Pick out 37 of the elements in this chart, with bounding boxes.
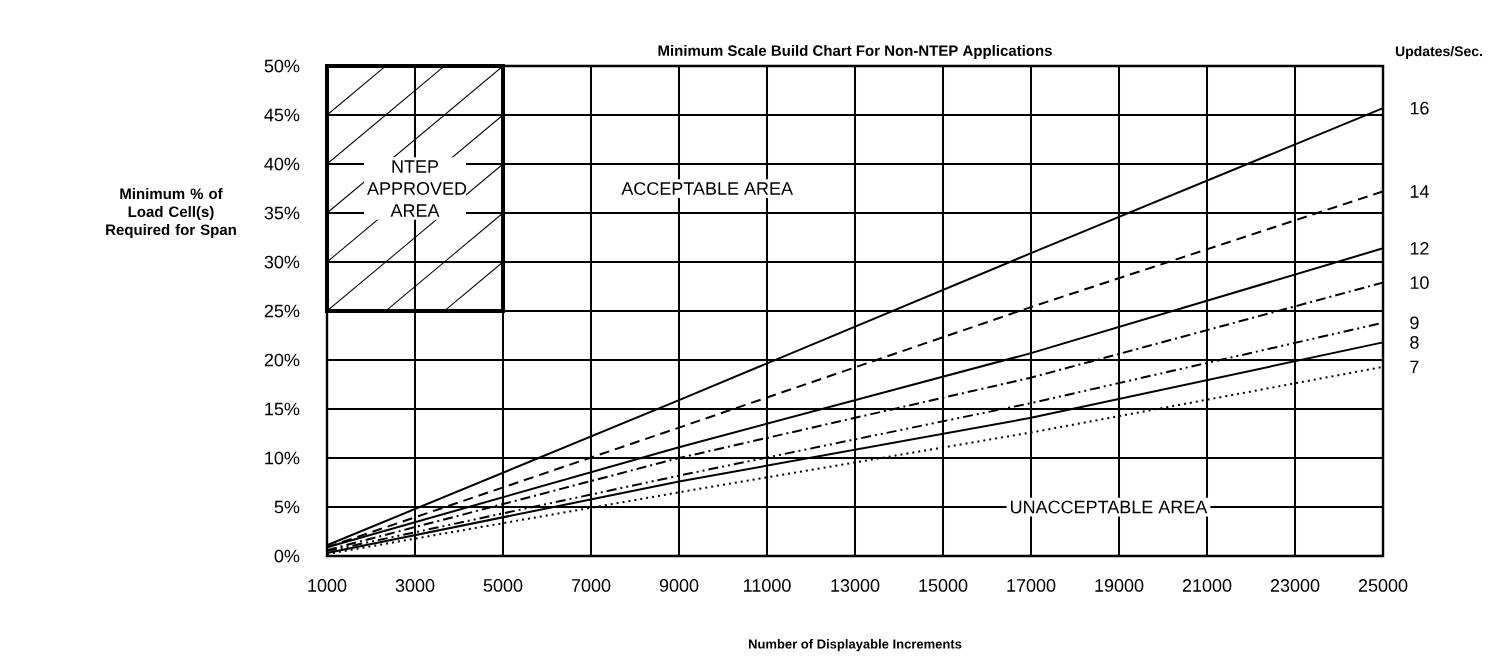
y-tick-label: 30% (264, 255, 300, 269)
y-tick-label: 40% (264, 157, 300, 171)
x-axis-title: Number of Displayable Increments (748, 639, 962, 652)
series-label: 8 (1410, 336, 1419, 349)
y-tick-label: 0% (274, 549, 300, 563)
x-tick-label: 11000 (744, 579, 791, 592)
x-tick-label: 21000 (1182, 579, 1232, 592)
y-tick-label: 25% (264, 304, 300, 318)
y-tick-label: 45% (264, 108, 300, 122)
y-tick-label: 20% (264, 353, 300, 367)
series-label: 14 (1410, 185, 1429, 198)
annotation: UNACCEPTABLE AREA (1010, 500, 1208, 514)
x-tick-label: 3000 (395, 579, 435, 592)
x-tick-label: 9000 (659, 579, 699, 592)
annotation: ACCEPTABLE AREA (621, 182, 793, 195)
x-tick-label: 13000 (831, 579, 880, 592)
x-tick-label: 19000 (1095, 579, 1144, 592)
y-tick-label: 50% (264, 59, 300, 73)
x-tick-label: 15000 (919, 579, 968, 592)
x-tick-label: 17000 (1007, 579, 1056, 592)
series-label: 9 (1410, 316, 1419, 330)
x-tick-label: 5000 (483, 579, 523, 592)
y-tick-label: 15% (265, 402, 300, 416)
y-tick-label: 35% (264, 206, 300, 220)
series-label: 16 (1410, 101, 1429, 115)
chart-title: Minimum Scale Build Chart For Non-NTEP Applications (658, 45, 1052, 59)
series-label: 10 (1410, 276, 1429, 290)
y-axis-title: Minimum % of Load Cell(s) Required for Span (106, 188, 236, 239)
series-label: 12 (1410, 242, 1429, 255)
y-tick-label: 10% (265, 451, 300, 465)
x-tick-label: 7000 (571, 579, 611, 592)
legend-title: Updates/Sec. (1395, 45, 1482, 60)
x-tick-label: 25000 (1358, 579, 1408, 592)
series-label: 7 (1410, 360, 1419, 374)
x-tick-label: 23000 (1270, 579, 1320, 592)
y-tick-label: 5% (274, 500, 300, 514)
x-tick-label: 1000 (308, 579, 347, 592)
